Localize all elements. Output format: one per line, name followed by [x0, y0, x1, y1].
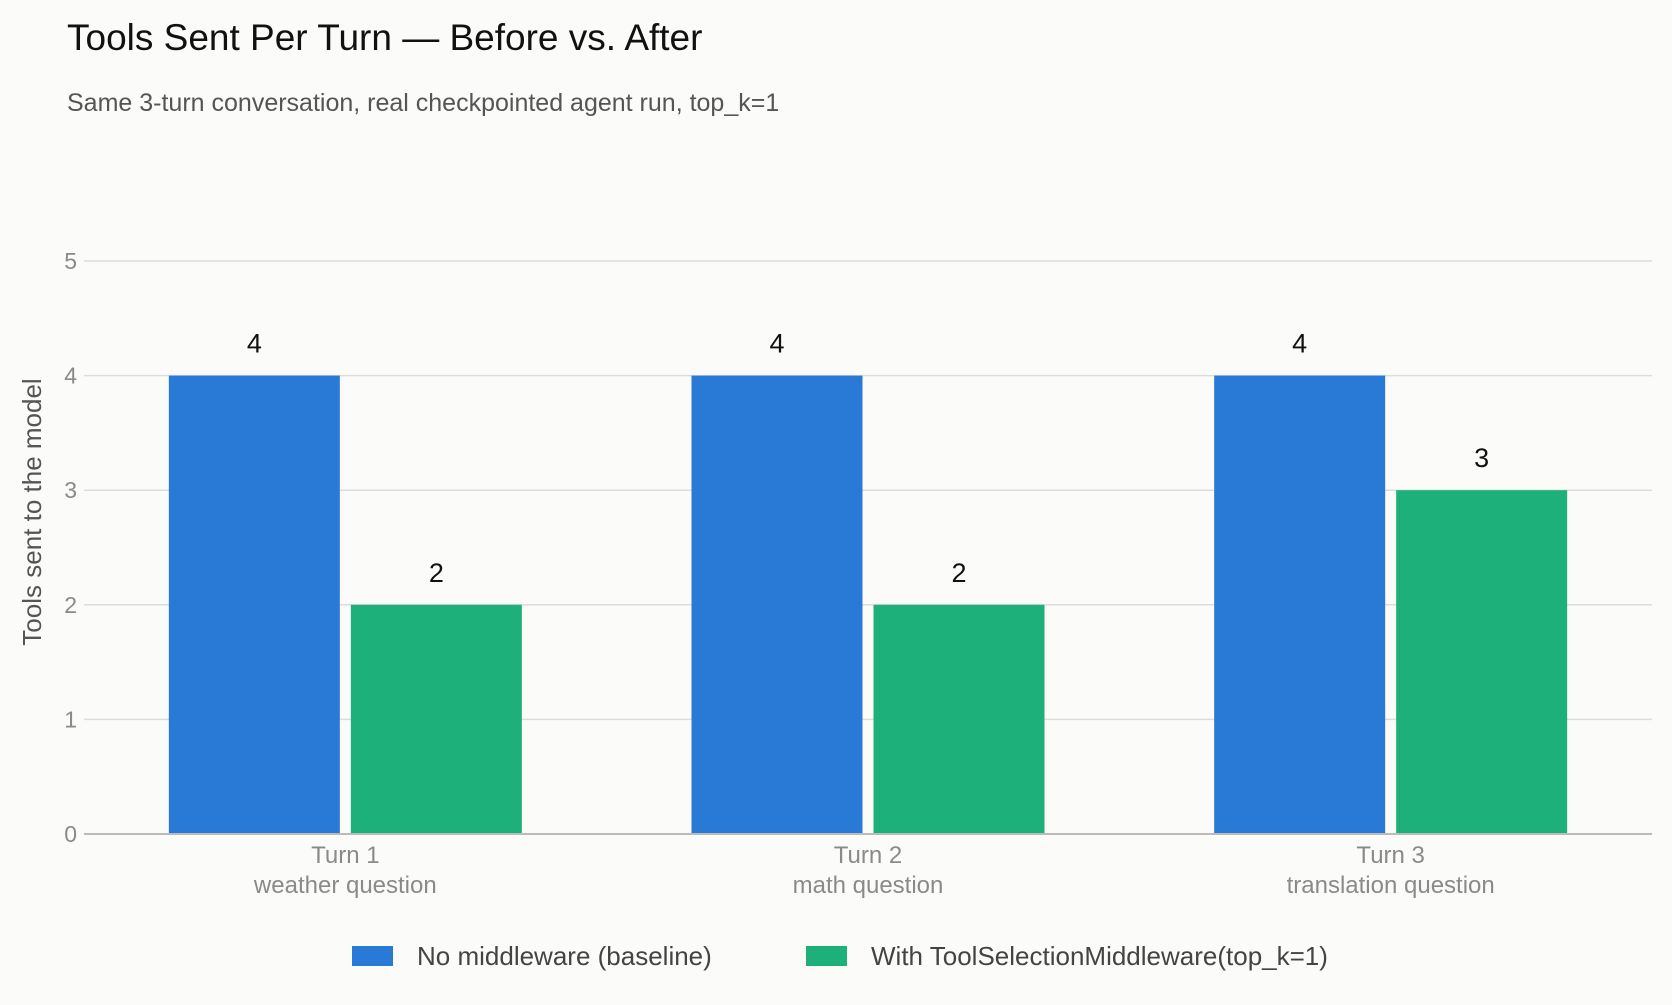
- legend: No middleware (baseline) With ToolSelecti…: [352, 941, 1328, 971]
- y-axis-label: Tools sent to the model: [17, 378, 47, 645]
- y-tick-label: 5: [64, 248, 77, 274]
- bar: [168, 375, 340, 834]
- data-label: 2: [429, 558, 444, 588]
- data-label: 4: [1292, 329, 1307, 359]
- legend-swatch: [352, 946, 393, 966]
- x-tick-sublabel: math question: [793, 872, 944, 899]
- data-labels: 4 2 4 2 4 3: [247, 329, 1489, 588]
- gridlines: [84, 260, 1652, 721]
- x-tick-sublabel: weather question: [253, 872, 437, 899]
- y-tick-label: 3: [64, 477, 77, 503]
- y-tick-label: 2: [64, 592, 77, 618]
- legend-entry: No middleware (baseline): [417, 941, 712, 971]
- y-axis-ticks: 0 1 2 3 4 5: [64, 248, 77, 847]
- legend-swatch: [806, 946, 847, 966]
- x-tick-label: Turn 2: [834, 842, 902, 869]
- bar: [873, 604, 1045, 834]
- x-tick-sublabel: translation question: [1287, 872, 1495, 899]
- bar: [350, 604, 522, 834]
- x-tick-label: Turn 1: [311, 842, 379, 869]
- data-label: 4: [769, 329, 784, 359]
- chart-subtitle: Same 3-turn conversation, real checkpoin…: [67, 89, 779, 117]
- data-label: 2: [951, 558, 966, 588]
- bar: [1214, 375, 1386, 834]
- data-label: 3: [1474, 443, 1489, 473]
- bar: [691, 375, 863, 834]
- bar: [1396, 490, 1568, 834]
- bars: [168, 375, 1568, 834]
- y-tick-label: 1: [64, 706, 77, 732]
- y-tick-label: 0: [64, 821, 77, 847]
- x-tick-label: Turn 3: [1356, 842, 1424, 869]
- legend-entry: With ToolSelectionMiddleware(top_k=1): [871, 941, 1328, 971]
- y-tick-label: 4: [64, 363, 77, 389]
- x-axis-ticks: Turn 1 weather question Turn 2 math questio…: [253, 842, 1495, 899]
- data-label: 4: [247, 329, 262, 359]
- chart-title: Tools Sent Per Turn — Before vs. After: [67, 17, 702, 58]
